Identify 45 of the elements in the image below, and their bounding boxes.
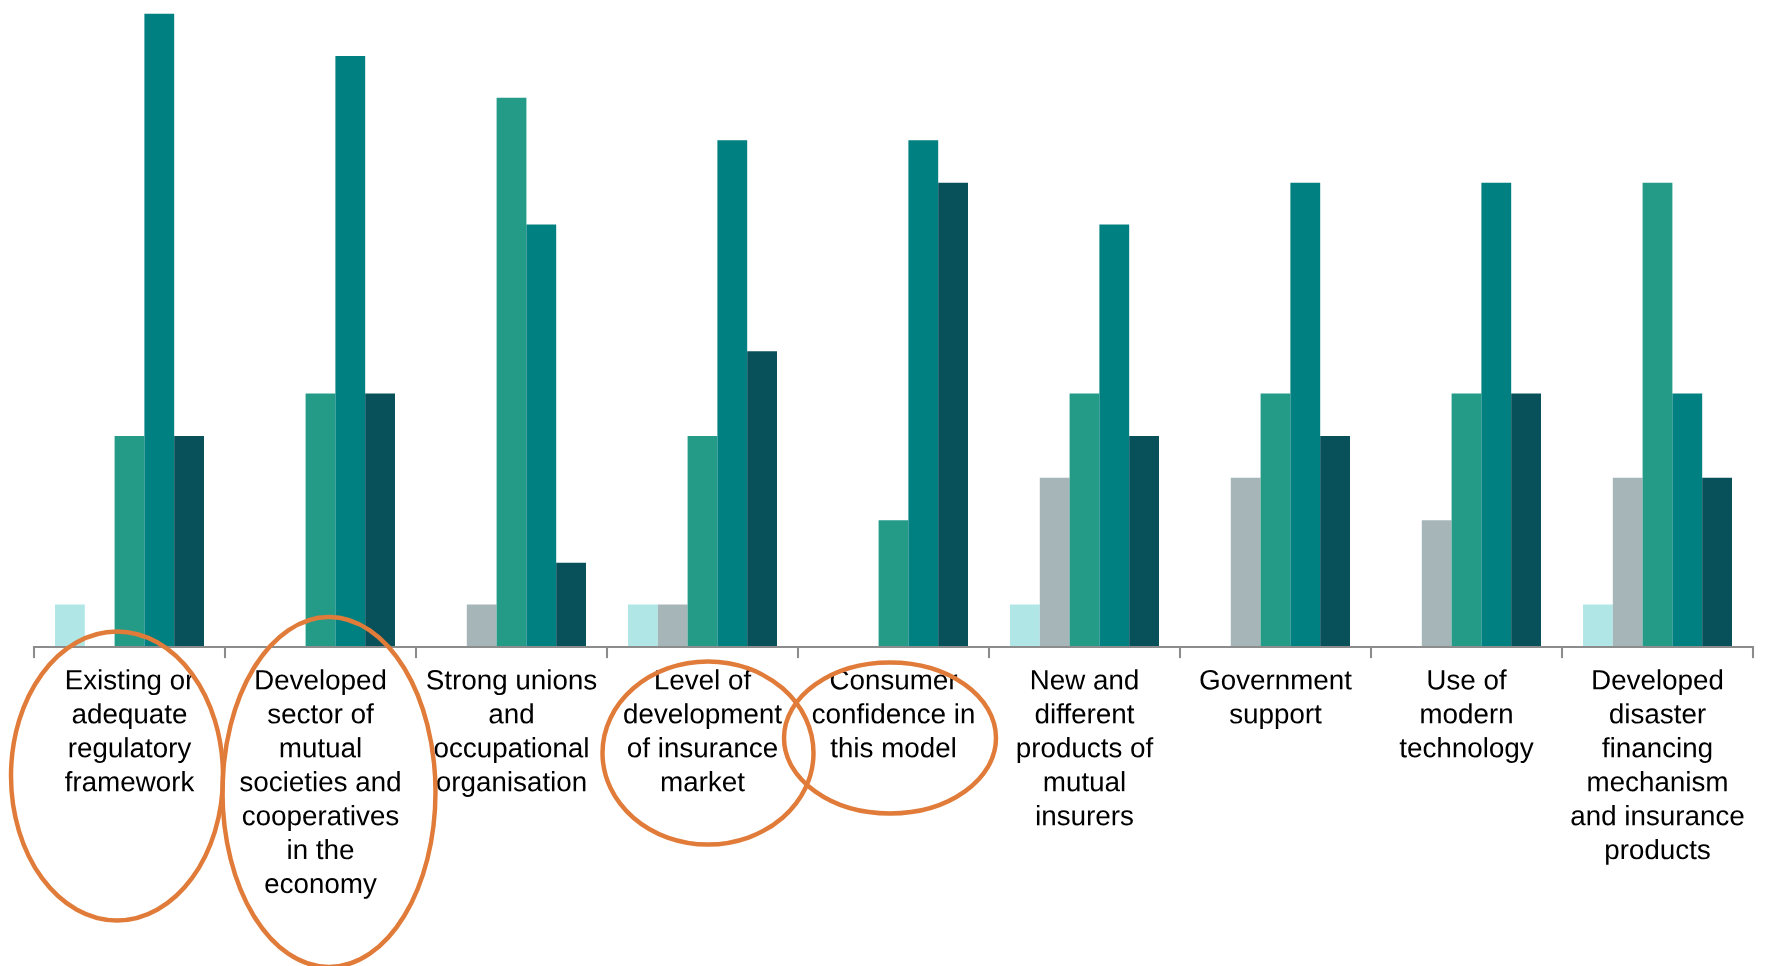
x-tick-label: Existing or adequate regulatory framework (65, 669, 195, 792)
bar (1421, 520, 1452, 647)
bar (526, 224, 557, 647)
x-tick-label: Use of modern technology (1399, 669, 1534, 764)
bar (657, 604, 688, 647)
x-tick-label: Developed disaster financing mechanism and insurance products (1571, 669, 1744, 865)
bar (1672, 393, 1703, 647)
bar (878, 520, 909, 647)
bar (114, 436, 145, 647)
x-tick-label: New and different products of mutual insurers (1017, 669, 1154, 826)
x-tick-label: Government support (1200, 669, 1352, 730)
bar (1010, 604, 1040, 647)
bar (1481, 182, 1512, 647)
bar (1099, 224, 1130, 647)
bar (1320, 436, 1350, 647)
bar (1290, 182, 1321, 647)
bar (1642, 182, 1673, 647)
bar (1612, 477, 1643, 647)
bar (717, 140, 748, 647)
bar (144, 13, 175, 647)
bar (747, 351, 777, 647)
bar (365, 393, 395, 647)
bar (1702, 477, 1732, 647)
bar (1511, 393, 1541, 647)
bar (908, 140, 939, 647)
bar (687, 436, 718, 647)
bar (1260, 393, 1291, 647)
x-tick-label: Level of development of insurance market (624, 669, 782, 792)
x-tick-label: Strong unions and occupational organisation (427, 669, 597, 797)
bar (628, 604, 658, 647)
bar (1230, 477, 1261, 647)
bar (938, 182, 968, 647)
bar (1129, 436, 1159, 647)
bar (1451, 393, 1482, 647)
bar (556, 562, 586, 647)
bar (335, 55, 366, 647)
x-tick-label: Developed sector of mutual societies and cooperatives in the economy (240, 669, 400, 899)
bar (305, 393, 336, 647)
bar (1583, 604, 1613, 647)
bar (466, 604, 497, 647)
bar (1039, 477, 1070, 647)
bar (55, 604, 85, 647)
bar (496, 97, 527, 647)
bar (174, 436, 204, 647)
bar (1069, 393, 1100, 647)
